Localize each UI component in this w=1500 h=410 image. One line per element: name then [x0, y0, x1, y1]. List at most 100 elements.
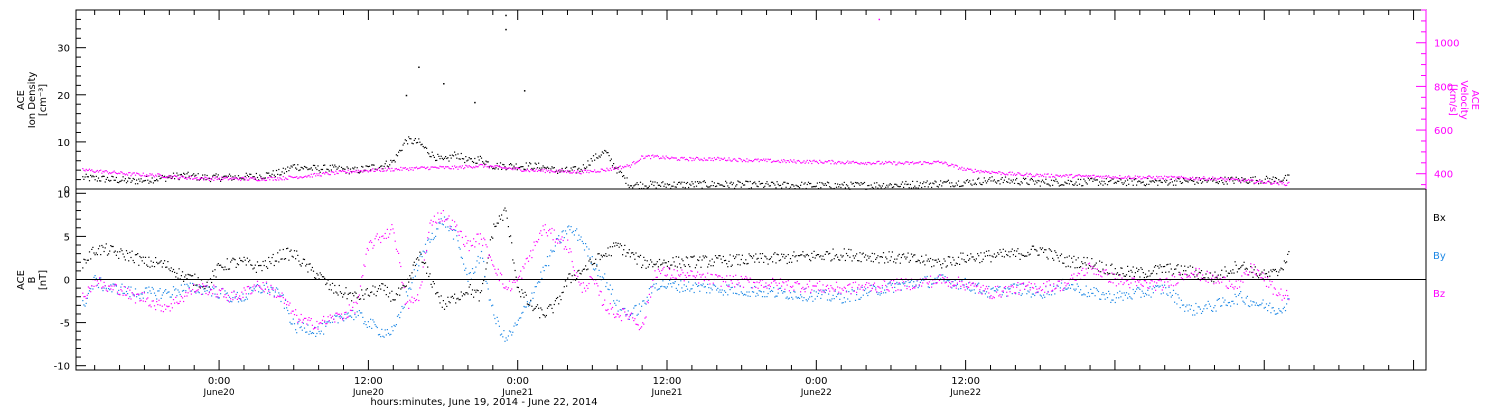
density-point: [725, 180, 727, 182]
by-point: [722, 294, 724, 296]
bx-point: [281, 258, 283, 260]
by-point: [87, 292, 89, 295]
bx-point: [181, 271, 184, 273]
density-point: [1138, 180, 1140, 182]
by-point: [557, 238, 559, 240]
bz-point: [82, 292, 84, 294]
by-point: [94, 275, 96, 277]
by-point: [471, 268, 474, 270]
by-point: [162, 292, 164, 294]
by-point: [1214, 305, 1216, 307]
velocity-point: [1241, 179, 1243, 181]
velocity-point: [458, 166, 460, 168]
velocity-point: [542, 170, 544, 172]
by-point: [876, 291, 878, 294]
velocity-point: [1027, 175, 1029, 178]
bz-point: [262, 282, 264, 284]
velocity-point: [890, 162, 892, 164]
density-point: [1053, 179, 1055, 182]
by-point: [729, 289, 731, 291]
velocity-point: [422, 166, 424, 168]
bx-point: [713, 261, 715, 263]
density-point: [433, 156, 435, 158]
velocity-point: [1218, 177, 1220, 180]
velocity-point: [330, 171, 332, 173]
density-point: [479, 155, 481, 157]
density-point: [711, 180, 713, 183]
bx-point: [754, 261, 756, 263]
bz-point: [206, 284, 208, 287]
velocity-point: [1245, 179, 1247, 181]
density-point: [779, 184, 782, 186]
bz-point: [306, 323, 308, 325]
bx-point: [437, 291, 439, 294]
bz-point: [574, 274, 577, 277]
by-point: [523, 305, 525, 308]
density-point: [328, 170, 330, 172]
by-point: [92, 288, 94, 290]
density-point: [1280, 180, 1282, 182]
density-point: [750, 187, 752, 189]
density-point: [1167, 184, 1169, 186]
bz-point: [438, 218, 440, 220]
bz-point: [774, 280, 776, 282]
by-point: [133, 294, 135, 296]
velocity-point: [380, 170, 382, 172]
density-point: [321, 168, 324, 171]
bx-point: [106, 254, 109, 256]
bx-point: [435, 293, 437, 295]
bz-point: [359, 285, 362, 287]
density-point: [695, 185, 698, 187]
velocity-point: [903, 163, 905, 165]
velocity-point: [445, 166, 447, 168]
bz-point: [564, 246, 567, 248]
bz-point: [227, 294, 229, 296]
by-point: [498, 325, 500, 327]
by-point: [1275, 313, 1278, 315]
velocity-point: [572, 171, 574, 173]
density-point: [343, 168, 345, 170]
bx-point: [148, 256, 150, 258]
density-point: [446, 157, 448, 160]
by-point: [1288, 298, 1290, 300]
density-point: [1092, 180, 1094, 182]
density-point: [261, 178, 263, 180]
bz-point: [409, 299, 411, 301]
velocity-point: [245, 177, 247, 179]
by-point: [936, 277, 938, 279]
velocity-point: [800, 162, 802, 164]
by-point: [898, 283, 900, 285]
velocity-point: [964, 169, 966, 171]
by-point: [456, 235, 458, 237]
velocity-point: [130, 175, 132, 177]
bz-point: [508, 280, 511, 282]
bx-point: [1162, 266, 1164, 268]
bz-point: [767, 284, 769, 287]
bx-point: [946, 265, 948, 267]
by-point: [386, 329, 388, 331]
velocity-point: [907, 161, 909, 163]
bx-point: [1112, 273, 1114, 275]
velocity-point: [83, 169, 85, 171]
bx-point: [625, 255, 627, 257]
density-point: [778, 185, 780, 187]
density-point: [523, 168, 525, 170]
by-point: [113, 283, 115, 285]
bx-point: [125, 250, 128, 252]
velocity-point: [1275, 182, 1278, 184]
density-point: [184, 173, 186, 175]
by-point: [249, 287, 251, 289]
density-point: [792, 184, 794, 186]
bz-point: [255, 285, 257, 287]
by-point: [931, 283, 933, 285]
bx-point: [351, 300, 353, 302]
by-point: [326, 321, 328, 323]
bx-point: [770, 256, 773, 258]
by-point: [1018, 292, 1020, 294]
by-point: [258, 291, 260, 293]
velocity-point: [324, 173, 326, 175]
density-point: [993, 179, 995, 181]
density-point: [347, 167, 349, 169]
bx-point: [1183, 270, 1185, 272]
bz-point: [634, 318, 636, 320]
